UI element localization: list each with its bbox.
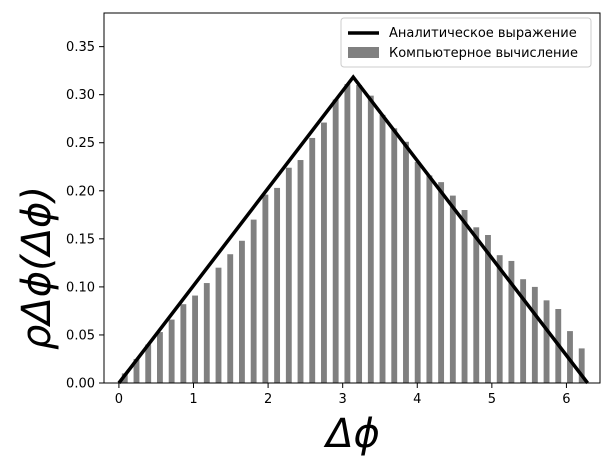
bar	[344, 84, 351, 384]
x-tick-label: 3	[339, 392, 347, 407]
y-tick-label: 0.10	[66, 280, 95, 295]
bar	[145, 344, 152, 383]
bar	[403, 141, 409, 383]
bar	[203, 283, 210, 383]
bar	[508, 260, 515, 383]
y-tick-label: 0.30	[66, 88, 95, 103]
bar	[543, 300, 550, 383]
bar	[157, 332, 163, 383]
bar	[285, 167, 292, 383]
y-tick-label: 0.00	[66, 377, 95, 392]
bar	[438, 182, 445, 383]
bar	[274, 187, 281, 383]
y-tick-label: 0.25	[66, 136, 95, 151]
bar	[297, 160, 304, 383]
bar	[578, 348, 585, 383]
bar	[461, 210, 468, 383]
bar	[356, 85, 363, 383]
analytic-line	[117, 74, 589, 385]
y-tick-label: 0.35	[66, 40, 95, 55]
x-tick-label: 4	[413, 392, 421, 407]
x-tick-label: 2	[264, 392, 272, 407]
bar	[520, 279, 527, 383]
bar	[414, 161, 421, 383]
bar	[239, 240, 245, 383]
x-tick-label: 1	[189, 392, 197, 407]
bar	[309, 137, 316, 383]
x-axis: 0 1 2 3 4 5 6	[115, 383, 571, 407]
bar	[379, 114, 386, 384]
y-tick-label: 0.15	[66, 232, 95, 247]
axes-frame	[103, 12, 601, 384]
bars-layer	[121, 84, 585, 384]
bar	[567, 331, 573, 383]
y-axis: 0.00 0.05 0.10 0.15 0.20 0.25 0.30 0.35	[66, 40, 104, 392]
x-tick-label: 5	[488, 392, 496, 407]
bar	[180, 304, 187, 383]
bar	[133, 358, 140, 383]
y-tick-label: 0.20	[66, 184, 95, 199]
bar	[168, 319, 175, 383]
bar	[332, 99, 339, 384]
bar	[391, 128, 398, 383]
x-tick-label: 0	[115, 392, 123, 407]
bar	[262, 194, 269, 383]
bar	[496, 255, 503, 383]
bar	[250, 219, 257, 383]
bar	[485, 235, 491, 383]
y-tick-label: 0.05	[66, 328, 95, 343]
legend-line-label: Аналитическое выражение	[389, 26, 577, 41]
bar	[449, 195, 456, 383]
bar	[531, 286, 538, 383]
bar	[192, 295, 198, 383]
bar	[473, 227, 480, 383]
bar	[367, 95, 374, 384]
bar	[215, 267, 222, 383]
y-axis-label: ρΔϕ(Δϕ)	[14, 186, 60, 350]
x-axis-label: Δϕ	[323, 411, 380, 457]
legend-bar-swatch	[348, 47, 379, 58]
x-tick-label: 6	[562, 392, 570, 407]
bar	[321, 122, 327, 383]
bar	[227, 254, 234, 383]
bar	[426, 175, 433, 383]
legend: Аналитическое выражение Компьютерное выч…	[340, 17, 592, 68]
legend-bar-label: Компьютерное вычисление	[389, 46, 578, 61]
legend-box	[340, 17, 592, 68]
